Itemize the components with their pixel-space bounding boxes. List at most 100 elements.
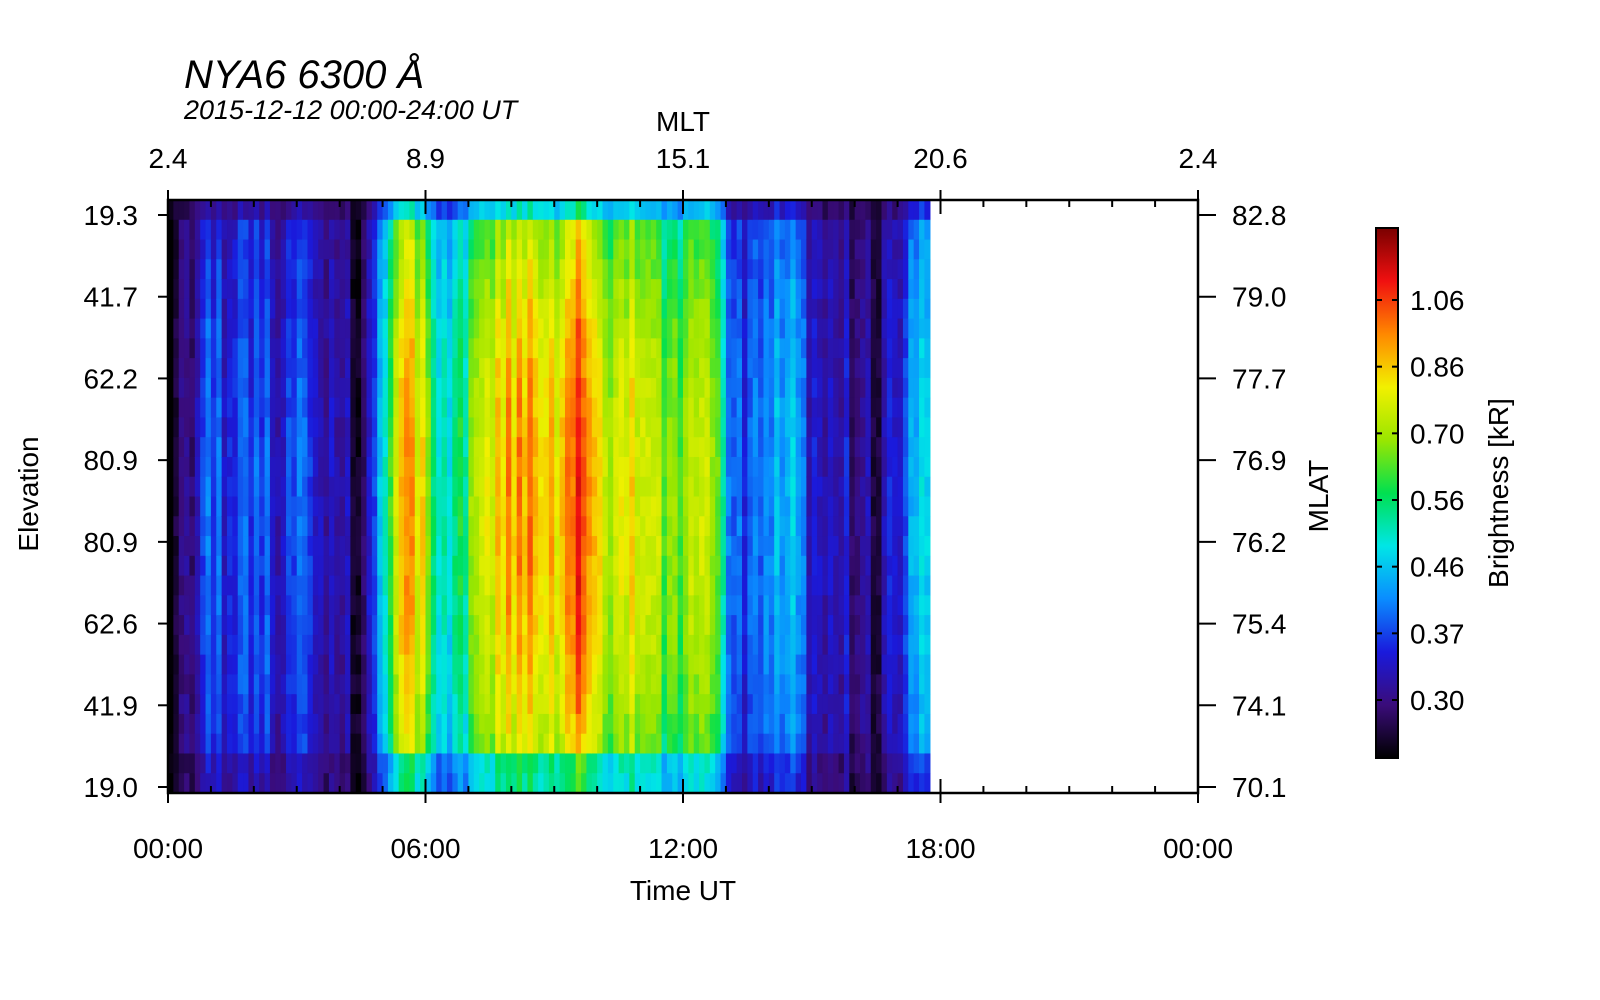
heatmap-cell — [532, 516, 539, 537]
heatmap-cell — [919, 417, 926, 438]
heatmap-cell — [843, 753, 850, 774]
heatmap-cell — [865, 279, 872, 300]
heatmap-cell — [629, 219, 636, 241]
heatmap-cell — [511, 753, 518, 774]
heatmap-cell — [387, 694, 395, 715]
heatmap-cell — [645, 595, 652, 616]
heatmap-cell — [168, 397, 175, 419]
heatmap-cell — [323, 200, 330, 221]
heatmap-cell — [259, 634, 266, 656]
heatmap-cell — [581, 674, 588, 695]
heatmap-cell — [640, 773, 647, 793]
heatmap-cell — [774, 239, 781, 260]
heatmap-cell — [441, 338, 448, 359]
heatmap-cell — [763, 634, 770, 656]
heatmap-cell — [779, 773, 786, 793]
heatmap-cell — [779, 417, 786, 438]
heatmap-cell — [371, 713, 378, 735]
heatmap-cell — [688, 773, 695, 793]
heatmap-cell — [811, 575, 818, 597]
heatmap-cell — [425, 595, 432, 616]
heatmap-cell — [489, 239, 496, 260]
heatmap-cell — [817, 773, 824, 793]
heatmap-cell — [463, 318, 470, 340]
heatmap-cell — [436, 397, 443, 419]
heatmap-cell — [227, 476, 234, 498]
heatmap-cell — [216, 377, 223, 399]
heatmap-cell — [849, 516, 856, 537]
heatmap-cell — [629, 397, 636, 419]
heatmap-cell — [355, 456, 362, 478]
heatmap-cell — [328, 377, 335, 399]
heatmap-cell — [350, 279, 357, 300]
heatmap-cell — [446, 753, 454, 774]
heatmap-cell — [902, 476, 910, 498]
heatmap-cell — [463, 437, 470, 458]
heatmap-cell — [801, 437, 808, 458]
heatmap-cell — [227, 219, 234, 241]
heatmap-cell — [779, 377, 786, 399]
heatmap-cell — [361, 674, 368, 695]
heatmap-cell — [387, 437, 395, 458]
heatmap-cell — [259, 358, 266, 379]
heatmap-cell — [801, 733, 808, 755]
heatmap-cell — [897, 575, 904, 597]
heatmap-cell — [184, 259, 191, 280]
heatmap-cell — [725, 575, 732, 597]
heatmap-cell — [259, 377, 266, 399]
heatmap-cell — [221, 713, 228, 735]
heatmap-cell — [892, 713, 899, 735]
heatmap-cell — [355, 298, 362, 320]
heatmap-cell — [264, 397, 271, 419]
heatmap-cell — [913, 674, 920, 695]
heatmap-cell — [897, 634, 904, 656]
heatmap-cell — [425, 239, 432, 260]
heatmap-cell — [876, 318, 883, 340]
heatmap-cell — [468, 575, 475, 597]
heatmap-cell — [473, 694, 480, 715]
heatmap-cell — [715, 259, 722, 280]
heatmap-cell — [366, 753, 373, 774]
heatmap-cell — [441, 555, 448, 577]
heatmap-cell — [275, 200, 282, 221]
heatmap-cell — [500, 259, 507, 280]
heatmap-cell — [731, 733, 738, 755]
heatmap-cell — [747, 496, 754, 517]
heatmap-cell — [184, 437, 191, 458]
heatmap-cell — [227, 397, 234, 419]
heatmap-cell — [371, 575, 378, 597]
heatmap-cell — [232, 555, 239, 577]
heatmap-cell — [173, 694, 180, 715]
heatmap-cell — [731, 437, 738, 458]
heatmap-cell — [286, 298, 293, 320]
heatmap-cell — [897, 476, 904, 498]
heatmap-cell — [511, 298, 518, 320]
heatmap-cell — [382, 476, 389, 498]
heatmap-cell — [350, 595, 357, 616]
heatmap-cell — [350, 338, 357, 359]
heatmap-cell — [334, 733, 341, 755]
heatmap-cell — [205, 219, 212, 241]
heatmap-cell — [248, 575, 255, 597]
heatmap-cell — [870, 200, 877, 221]
heatmap-cell — [559, 476, 566, 498]
heatmap-cell — [393, 733, 400, 755]
heatmap-cell — [371, 654, 378, 676]
heatmap-cell — [870, 456, 877, 478]
heatmap-cell — [505, 654, 513, 676]
heatmap-cell — [683, 674, 690, 695]
heatmap-cell — [817, 200, 824, 221]
heatmap-cell — [618, 279, 625, 300]
heatmap-cell — [414, 476, 421, 498]
heatmap-cell — [822, 200, 829, 221]
heatmap-cell — [296, 239, 303, 260]
heatmap-cell — [924, 536, 931, 557]
heatmap-cell — [618, 753, 625, 774]
heatmap-cell — [371, 476, 378, 498]
heatmap-cell — [269, 200, 276, 221]
heatmap-cell — [790, 694, 797, 715]
colorbar-tick-label: 0.46 — [1410, 552, 1465, 583]
heatmap-cell — [243, 595, 250, 616]
heatmap-cell — [892, 516, 899, 537]
heatmap-cell — [640, 575, 647, 597]
